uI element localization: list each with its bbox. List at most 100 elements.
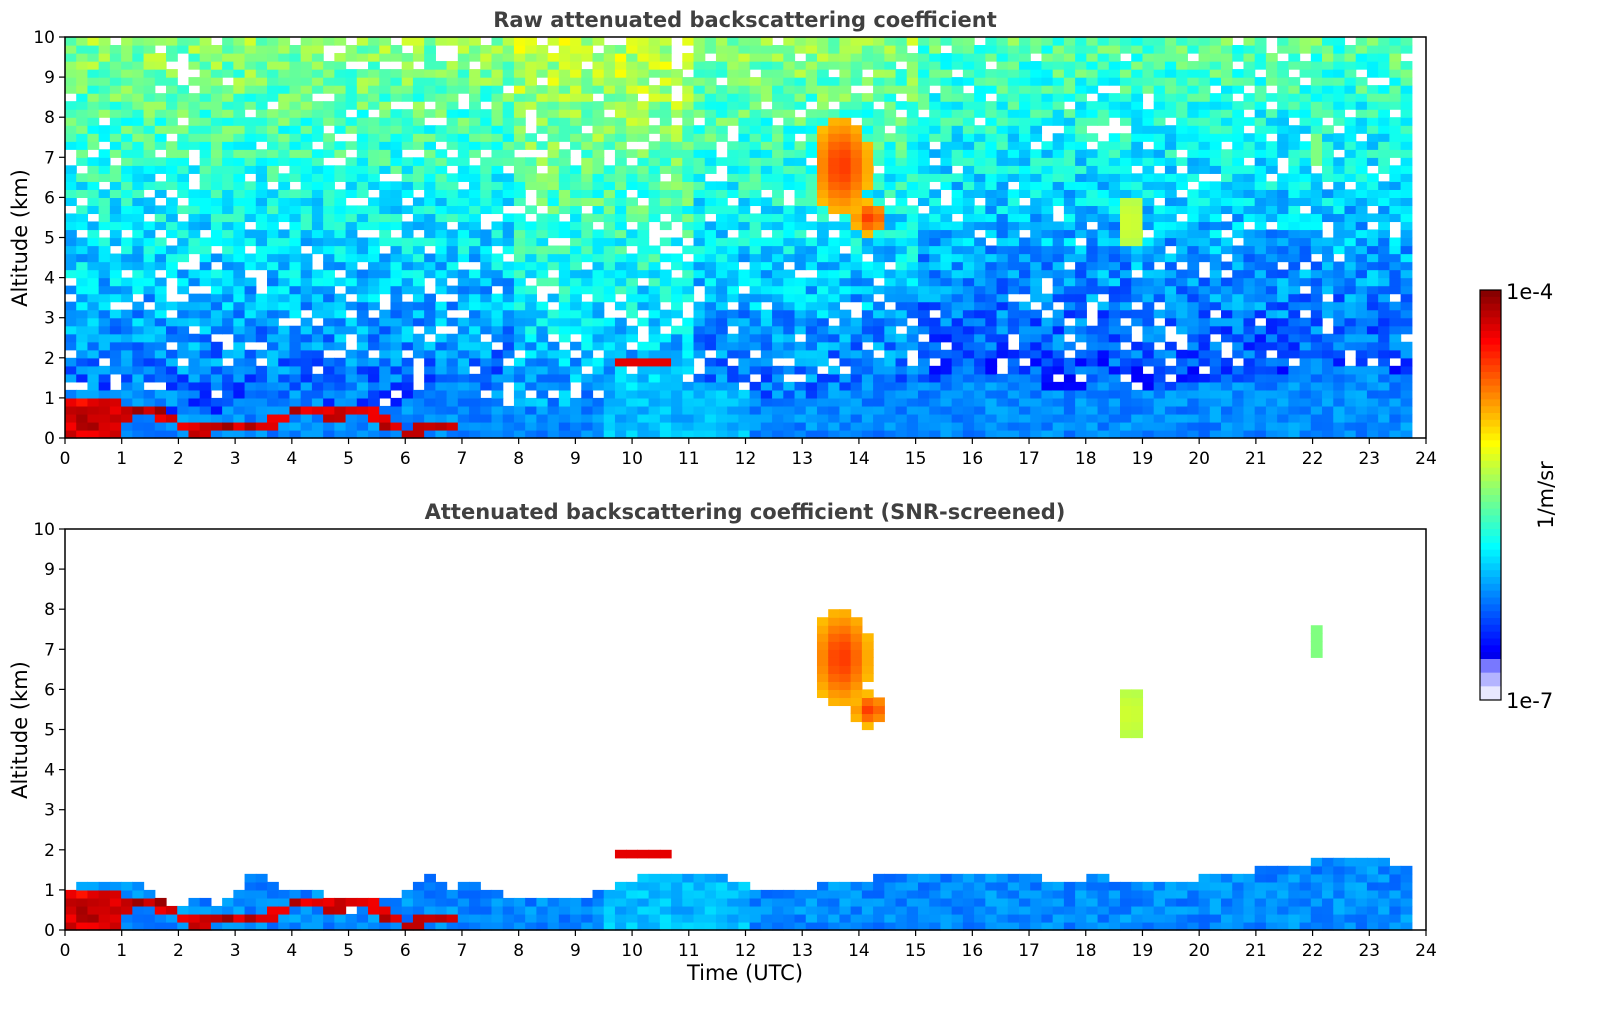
heatmap-cell xyxy=(816,197,829,207)
heatmap-cell xyxy=(121,117,133,126)
heatmap-cell xyxy=(132,301,145,311)
heatmap-cell xyxy=(1097,69,1110,78)
heatmap-cell xyxy=(1153,37,1166,46)
heatmap-cell xyxy=(1243,37,1256,46)
heatmap-cell xyxy=(446,197,459,207)
heatmap-cell xyxy=(502,117,515,126)
heatmap-cell xyxy=(1176,253,1188,263)
heatmap-cell xyxy=(435,125,448,134)
heatmap-cell xyxy=(233,101,246,110)
heatmap-cell xyxy=(693,261,706,271)
heatmap-cell xyxy=(278,381,291,391)
heatmap-cell xyxy=(435,405,448,415)
heatmap-cell xyxy=(98,189,111,198)
heatmap-cell xyxy=(1164,229,1177,239)
heatmap-cell xyxy=(873,261,885,271)
heatmap-cell xyxy=(1232,197,1245,207)
heatmap-cell xyxy=(816,109,829,118)
heatmap-cell xyxy=(906,109,919,118)
heatmap-cell xyxy=(345,45,358,54)
heatmap-cell xyxy=(1265,429,1278,439)
heatmap-cell xyxy=(693,37,706,46)
heatmap-cell xyxy=(345,237,358,247)
heatmap-cell xyxy=(1198,293,1211,303)
heatmap-cell xyxy=(1063,157,1076,166)
heatmap-cell xyxy=(603,205,616,215)
heatmap-cell xyxy=(1131,141,1144,150)
heatmap-cell xyxy=(1052,333,1065,343)
heatmap-cell xyxy=(783,109,796,118)
heatmap-cell xyxy=(289,365,302,375)
heatmap-cell xyxy=(816,205,829,215)
heatmap-cell xyxy=(1176,61,1188,70)
heatmap-cell xyxy=(738,213,751,223)
heatmap-cell xyxy=(390,269,403,279)
heatmap-cell xyxy=(738,341,751,351)
heatmap-cell xyxy=(1019,277,1031,287)
heatmap-cell xyxy=(87,197,100,207)
heatmap-cell xyxy=(1007,325,1020,335)
heatmap-cell xyxy=(570,245,582,255)
heatmap-cell xyxy=(1131,125,1144,134)
heatmap-cell xyxy=(738,125,751,134)
heatmap-cell xyxy=(929,205,942,215)
heatmap-cell xyxy=(1086,277,1099,287)
heatmap-cell xyxy=(1164,309,1177,319)
heatmap-cell xyxy=(906,237,919,247)
heatmap-cell xyxy=(873,109,885,118)
heatmap-cell xyxy=(974,173,986,182)
heatmap-cell xyxy=(480,325,493,335)
heatmap-cell xyxy=(1108,261,1121,271)
heatmap-cell xyxy=(738,397,751,407)
heatmap-cell xyxy=(581,397,594,407)
heatmap-cell xyxy=(1052,253,1065,263)
heatmap-cell xyxy=(98,53,111,62)
heatmap-cell xyxy=(87,173,100,182)
heatmap-cell xyxy=(412,421,425,431)
heatmap-cell xyxy=(570,405,582,415)
heatmap-cell xyxy=(233,325,246,335)
heatmap-cell xyxy=(267,53,279,62)
heatmap-cell xyxy=(199,69,212,78)
heatmap-cell xyxy=(1131,197,1144,207)
heatmap-cell xyxy=(704,397,717,407)
heatmap-cell xyxy=(1198,77,1211,86)
heatmap-cell xyxy=(345,405,358,415)
heatmap-cell xyxy=(1142,317,1155,327)
heatmap-cell xyxy=(1120,333,1132,343)
heatmap-cell xyxy=(772,141,784,150)
heatmap-cell xyxy=(951,341,964,351)
heatmap-cell xyxy=(132,221,145,231)
heatmap-cell xyxy=(356,365,369,375)
heatmap-cell xyxy=(143,133,156,142)
heatmap-cell xyxy=(693,133,706,142)
heatmap-cell xyxy=(177,157,190,166)
heatmap-cell xyxy=(177,365,190,375)
heatmap-cell xyxy=(1187,197,1200,207)
heatmap-cell xyxy=(233,37,246,46)
heatmap-cell xyxy=(592,85,605,94)
heatmap-cell xyxy=(536,381,549,391)
heatmap-cell xyxy=(109,261,122,271)
heatmap-cell xyxy=(693,373,706,383)
heatmap-cell xyxy=(525,373,537,383)
heatmap-cell xyxy=(401,285,414,295)
heatmap-cell xyxy=(614,141,627,150)
heatmap-cell xyxy=(457,165,470,174)
heatmap-cell xyxy=(1288,213,1301,223)
heatmap-cell xyxy=(491,277,504,287)
heatmap-cell xyxy=(1209,293,1222,303)
heatmap-cell xyxy=(760,413,773,423)
heatmap-cell xyxy=(210,61,223,70)
heatmap-cell xyxy=(1063,61,1076,70)
heatmap-cell xyxy=(188,429,201,439)
heatmap-cell xyxy=(1142,53,1155,62)
heatmap-cell xyxy=(659,269,672,279)
heatmap-cell xyxy=(1030,245,1043,255)
heatmap-cell xyxy=(547,421,560,431)
heatmap-cell xyxy=(558,53,571,62)
heatmap-cell xyxy=(592,357,605,367)
heatmap-cell xyxy=(334,333,347,343)
heatmap-cell xyxy=(895,69,908,78)
heatmap-cell xyxy=(1007,301,1020,311)
